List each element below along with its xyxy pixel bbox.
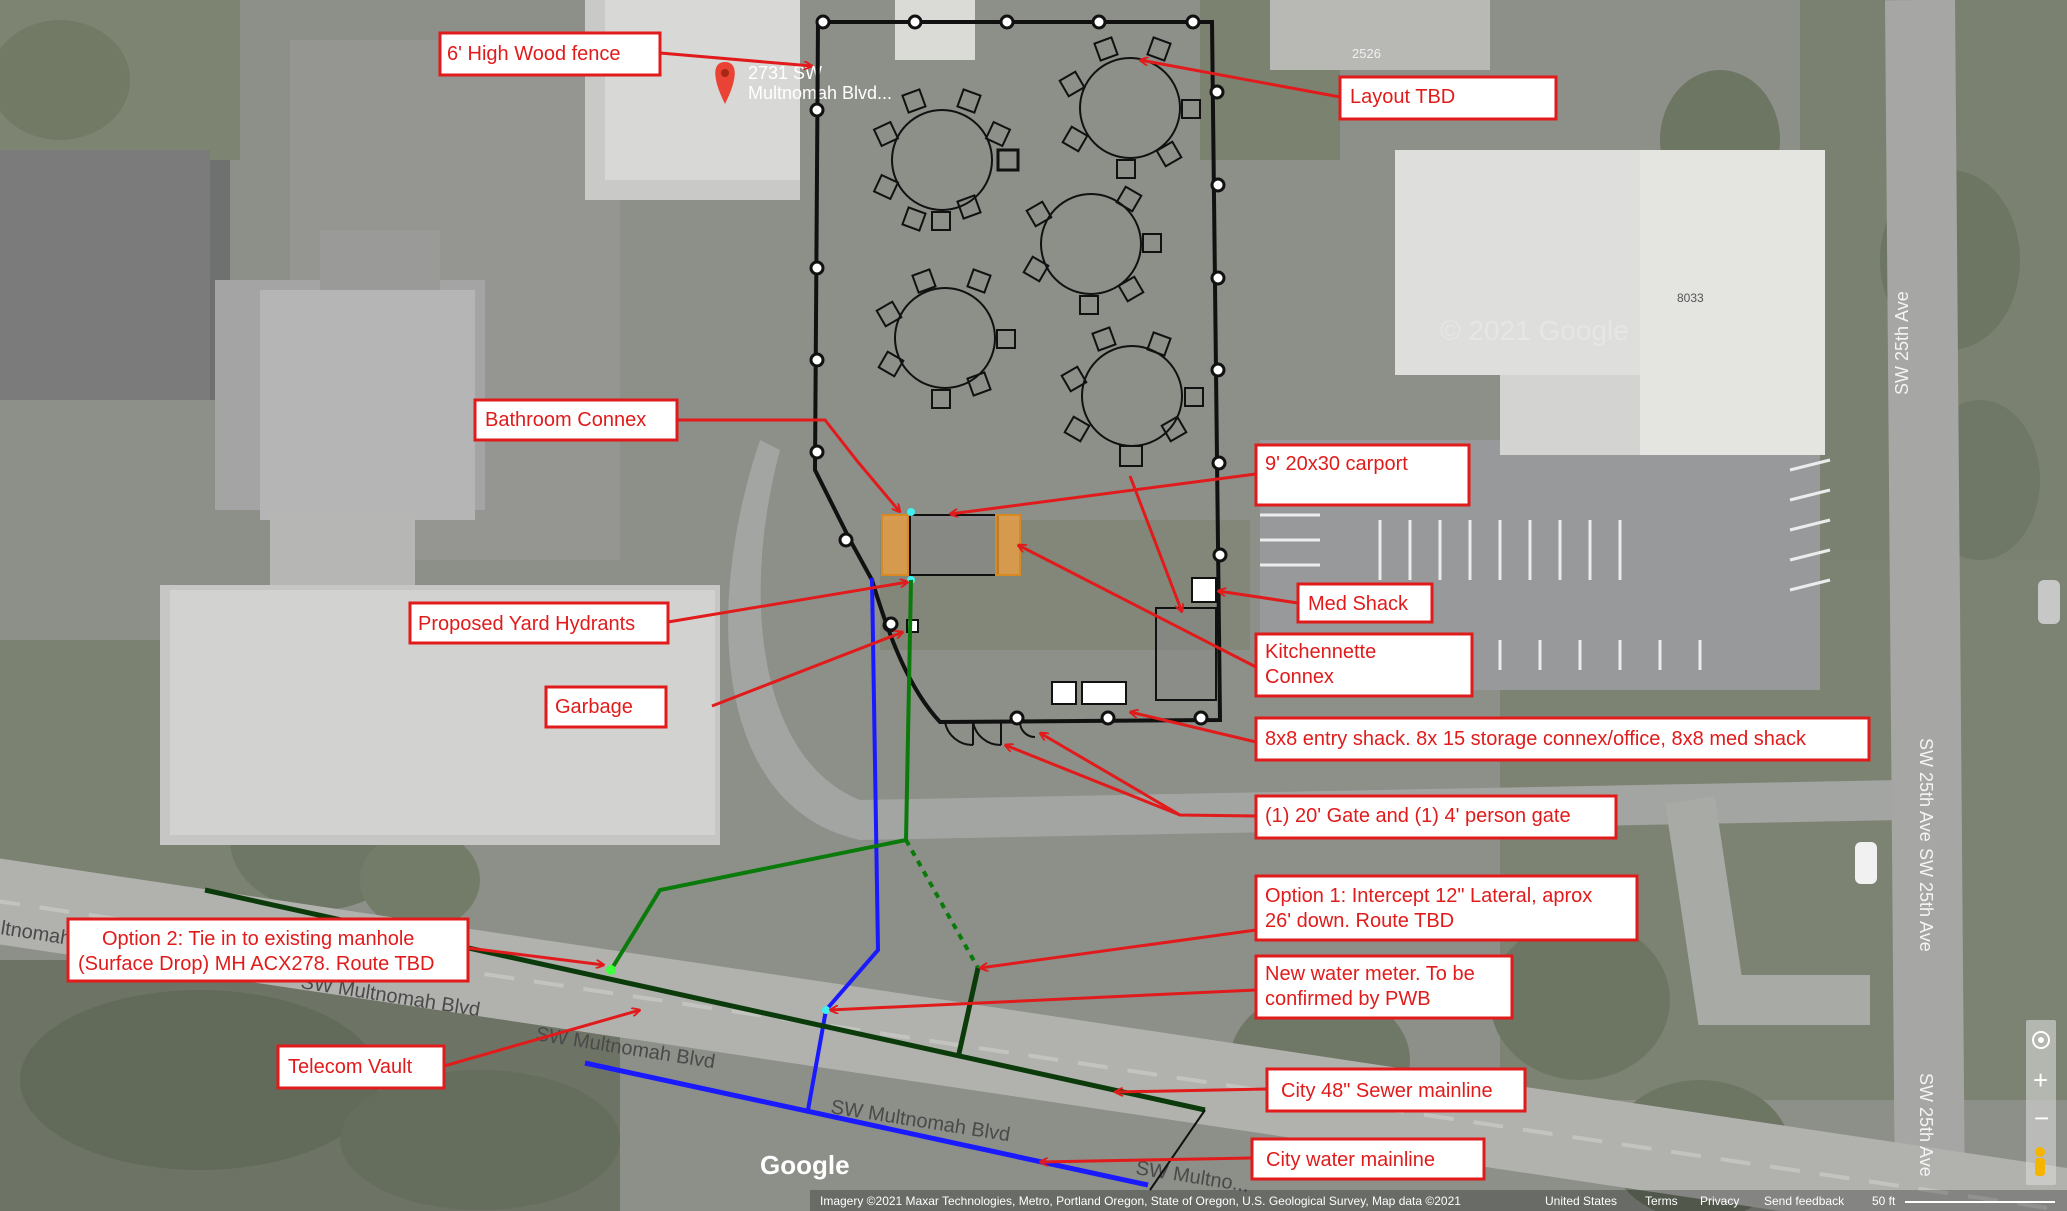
road-label: SW 25th Ave xyxy=(1916,1073,1936,1177)
callout-bathroom[interactable]: Bathroom Connex xyxy=(473,398,679,442)
round-table xyxy=(1060,326,1204,467)
scale-label[interactable]: 50 ft xyxy=(1872,1194,1896,1208)
callout-hydrants-label: Proposed Yard Hydrants xyxy=(418,613,635,635)
callout-fence-label: 6' High Wood fence xyxy=(447,43,621,65)
round-table xyxy=(1022,185,1162,315)
callout-water-meter-label: New water meter. To be xyxy=(1265,963,1475,985)
callout-kitchenette[interactable]: Kitchennette Connex xyxy=(1254,632,1474,698)
callout-option2-label: Option 2: Tie in to existing manhole xyxy=(102,928,414,950)
callout-kitchenette-label: Kitchennette xyxy=(1265,641,1376,663)
callout-telecom-label: Telecom Vault xyxy=(288,1056,413,1078)
road-label: SW 25th Ave xyxy=(1916,738,1936,842)
callout-water-main[interactable]: City water mainline xyxy=(1250,1137,1486,1181)
carport xyxy=(909,514,999,576)
site-plan-overlay xyxy=(204,14,1228,1191)
google-logo[interactable]: Google xyxy=(760,1150,850,1180)
house-number: 8033 xyxy=(1677,291,1704,305)
callout-garbage-label: Garbage xyxy=(555,696,633,718)
footer-link-terms[interactable]: Terms xyxy=(1645,1194,1678,1208)
footer-link-feedback[interactable]: Send feedback xyxy=(1764,1194,1845,1208)
yard-hydrant xyxy=(907,508,915,516)
connex-end xyxy=(995,514,1021,576)
callout-water-main-label: City water mainline xyxy=(1266,1149,1435,1171)
callout-hydrants[interactable]: Proposed Yard Hydrants xyxy=(408,601,670,645)
map-pin-icon[interactable] xyxy=(715,62,735,104)
callout-entry[interactable]: 8x8 entry shack. 8x 15 storage connex/of… xyxy=(1254,716,1871,762)
address-pin-line2: Multnomah Blvd... xyxy=(748,83,892,103)
attribution-bar: Imagery ©2021 Maxar Technologies, Metro,… xyxy=(810,1190,2067,1211)
manhole xyxy=(606,965,616,975)
fence-outline xyxy=(812,20,1223,725)
round-table xyxy=(1058,36,1201,179)
callout-layout[interactable]: Layout TBD xyxy=(1338,75,1558,121)
callout-entry-label: 8x8 entry shack. 8x 15 storage connex/of… xyxy=(1265,728,1807,750)
round-table xyxy=(872,88,1012,232)
footer-link-country[interactable]: United States xyxy=(1545,1194,1617,1208)
map-watermark: © 2021 Google xyxy=(1440,315,1629,346)
callout-sewer-main[interactable]: City 48" Sewer mainline xyxy=(1265,1067,1527,1113)
callout-option2[interactable]: Option 2: Tie in to existing manhole (Su… xyxy=(66,917,470,983)
callout-layout-label: Layout TBD xyxy=(1350,86,1455,108)
annotation-arrows xyxy=(443,51,1341,1162)
round-table xyxy=(875,268,1016,409)
entry-shack xyxy=(1051,681,1077,705)
kitchenette-connex xyxy=(1155,607,1217,701)
callout-option1-label: 26' down. Route TBD xyxy=(1265,910,1454,932)
callout-fence[interactable]: 6' High Wood fence xyxy=(438,31,662,77)
footer-link-privacy[interactable]: Privacy xyxy=(1700,1194,1739,1208)
callout-kitchenette-label: Connex xyxy=(1265,666,1334,688)
zoom-out-button[interactable]: − xyxy=(2034,1103,2049,1133)
storage-connex xyxy=(1081,681,1127,705)
water-meter xyxy=(822,1006,830,1014)
road-label: SW 25th Ave xyxy=(1892,291,1912,395)
pegman-icon xyxy=(2035,1147,2045,1157)
callout-sewer-main-label: City 48" Sewer mainline xyxy=(1281,1080,1493,1102)
callout-option2-label: (Surface Drop) MH ACX278. Route TBD xyxy=(78,953,434,975)
callout-bathroom-label: Bathroom Connex xyxy=(485,409,646,431)
callout-water-meter[interactable]: New water meter. To be confirmed by PWB xyxy=(1254,954,1514,1020)
callout-med-shack[interactable]: Med Shack xyxy=(1296,582,1434,624)
my-location-icon xyxy=(2032,1031,2050,1049)
zoom-in-button[interactable]: + xyxy=(2033,1065,2048,1095)
my-location-button[interactable] xyxy=(2032,1031,2050,1049)
callout-option1[interactable]: Option 1: Intercept 12" Lateral, aprox 2… xyxy=(1254,874,1639,942)
city-water-mainline xyxy=(584,1060,1149,1188)
water-line xyxy=(806,577,881,1111)
road-label: SW 25th Ave xyxy=(1916,848,1936,952)
callout-gate-label: (1) 20' Gate and (1) 4' person gate xyxy=(1265,805,1571,827)
callout-option1-label: Option 1: Intercept 12" Lateral, aprox xyxy=(1265,885,1592,907)
callout-telecom[interactable]: Telecom Vault xyxy=(276,1044,446,1090)
callout-med-shack-label: Med Shack xyxy=(1308,593,1409,615)
callout-garbage[interactable]: Garbage xyxy=(544,685,668,729)
bathroom-connex xyxy=(881,514,909,576)
house-number: 2526 xyxy=(1352,46,1381,61)
med-shack xyxy=(1191,577,1217,603)
map-controls: + − xyxy=(2026,1020,2056,1185)
garbage-bin xyxy=(906,619,919,633)
callout-water-meter-label: confirmed by PWB xyxy=(1265,988,1431,1010)
callout-carport-label: 9' 20x30 carport xyxy=(1265,453,1408,475)
pegman-button[interactable] xyxy=(2035,1147,2045,1176)
sewer-option-2 xyxy=(609,579,913,972)
attribution-text: Imagery ©2021 Maxar Technologies, Metro,… xyxy=(820,1194,1461,1208)
gate-swing xyxy=(944,721,1002,747)
sewer-option-1 xyxy=(904,839,980,969)
callout-gate[interactable]: (1) 20' Gate and (1) 4' person gate xyxy=(1254,794,1618,840)
callout-carport[interactable]: 9' 20x30 carport xyxy=(1254,443,1471,507)
